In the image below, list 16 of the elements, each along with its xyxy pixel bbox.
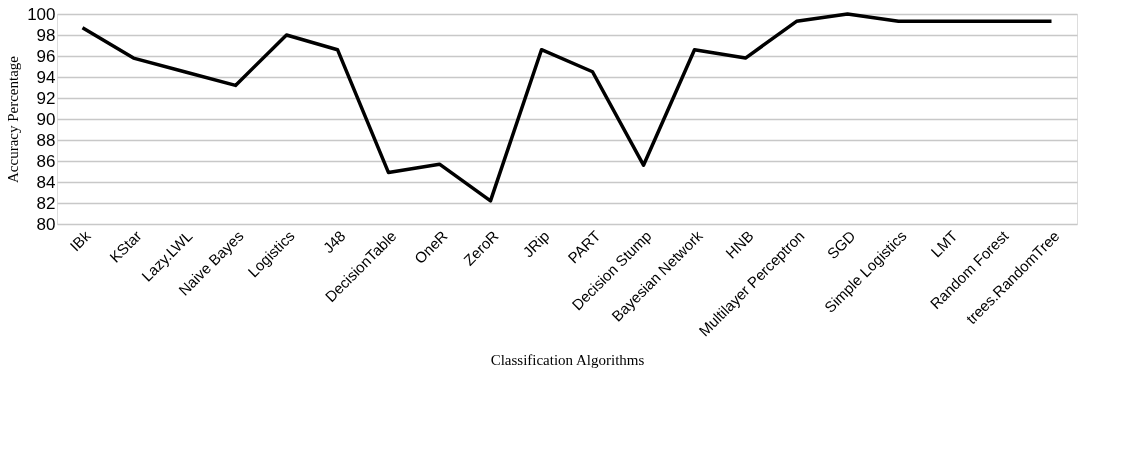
y-tick-label: 82 [36, 193, 56, 213]
x-axis-title: Classification Algorithms [490, 352, 645, 369]
x-tick-label: JRip [519, 227, 553, 261]
y-tick-label: 96 [36, 46, 56, 66]
y-tick-label: 94 [36, 67, 56, 87]
y-tick-label: 98 [36, 25, 56, 45]
y-tick-label: 86 [36, 151, 56, 171]
y-tick-label: 80 [36, 214, 56, 234]
y-axis-title: Accuracy Percentage [5, 55, 22, 184]
y-tick-label: 84 [36, 172, 56, 192]
x-tick-label: IBk [66, 226, 94, 255]
y-tick-label: 90 [36, 109, 56, 129]
y-tick-label: 88 [36, 130, 56, 150]
y-tick-label: 100 [27, 4, 56, 24]
y-tick-label: 92 [36, 88, 56, 108]
line-series [80, 12, 1054, 203]
